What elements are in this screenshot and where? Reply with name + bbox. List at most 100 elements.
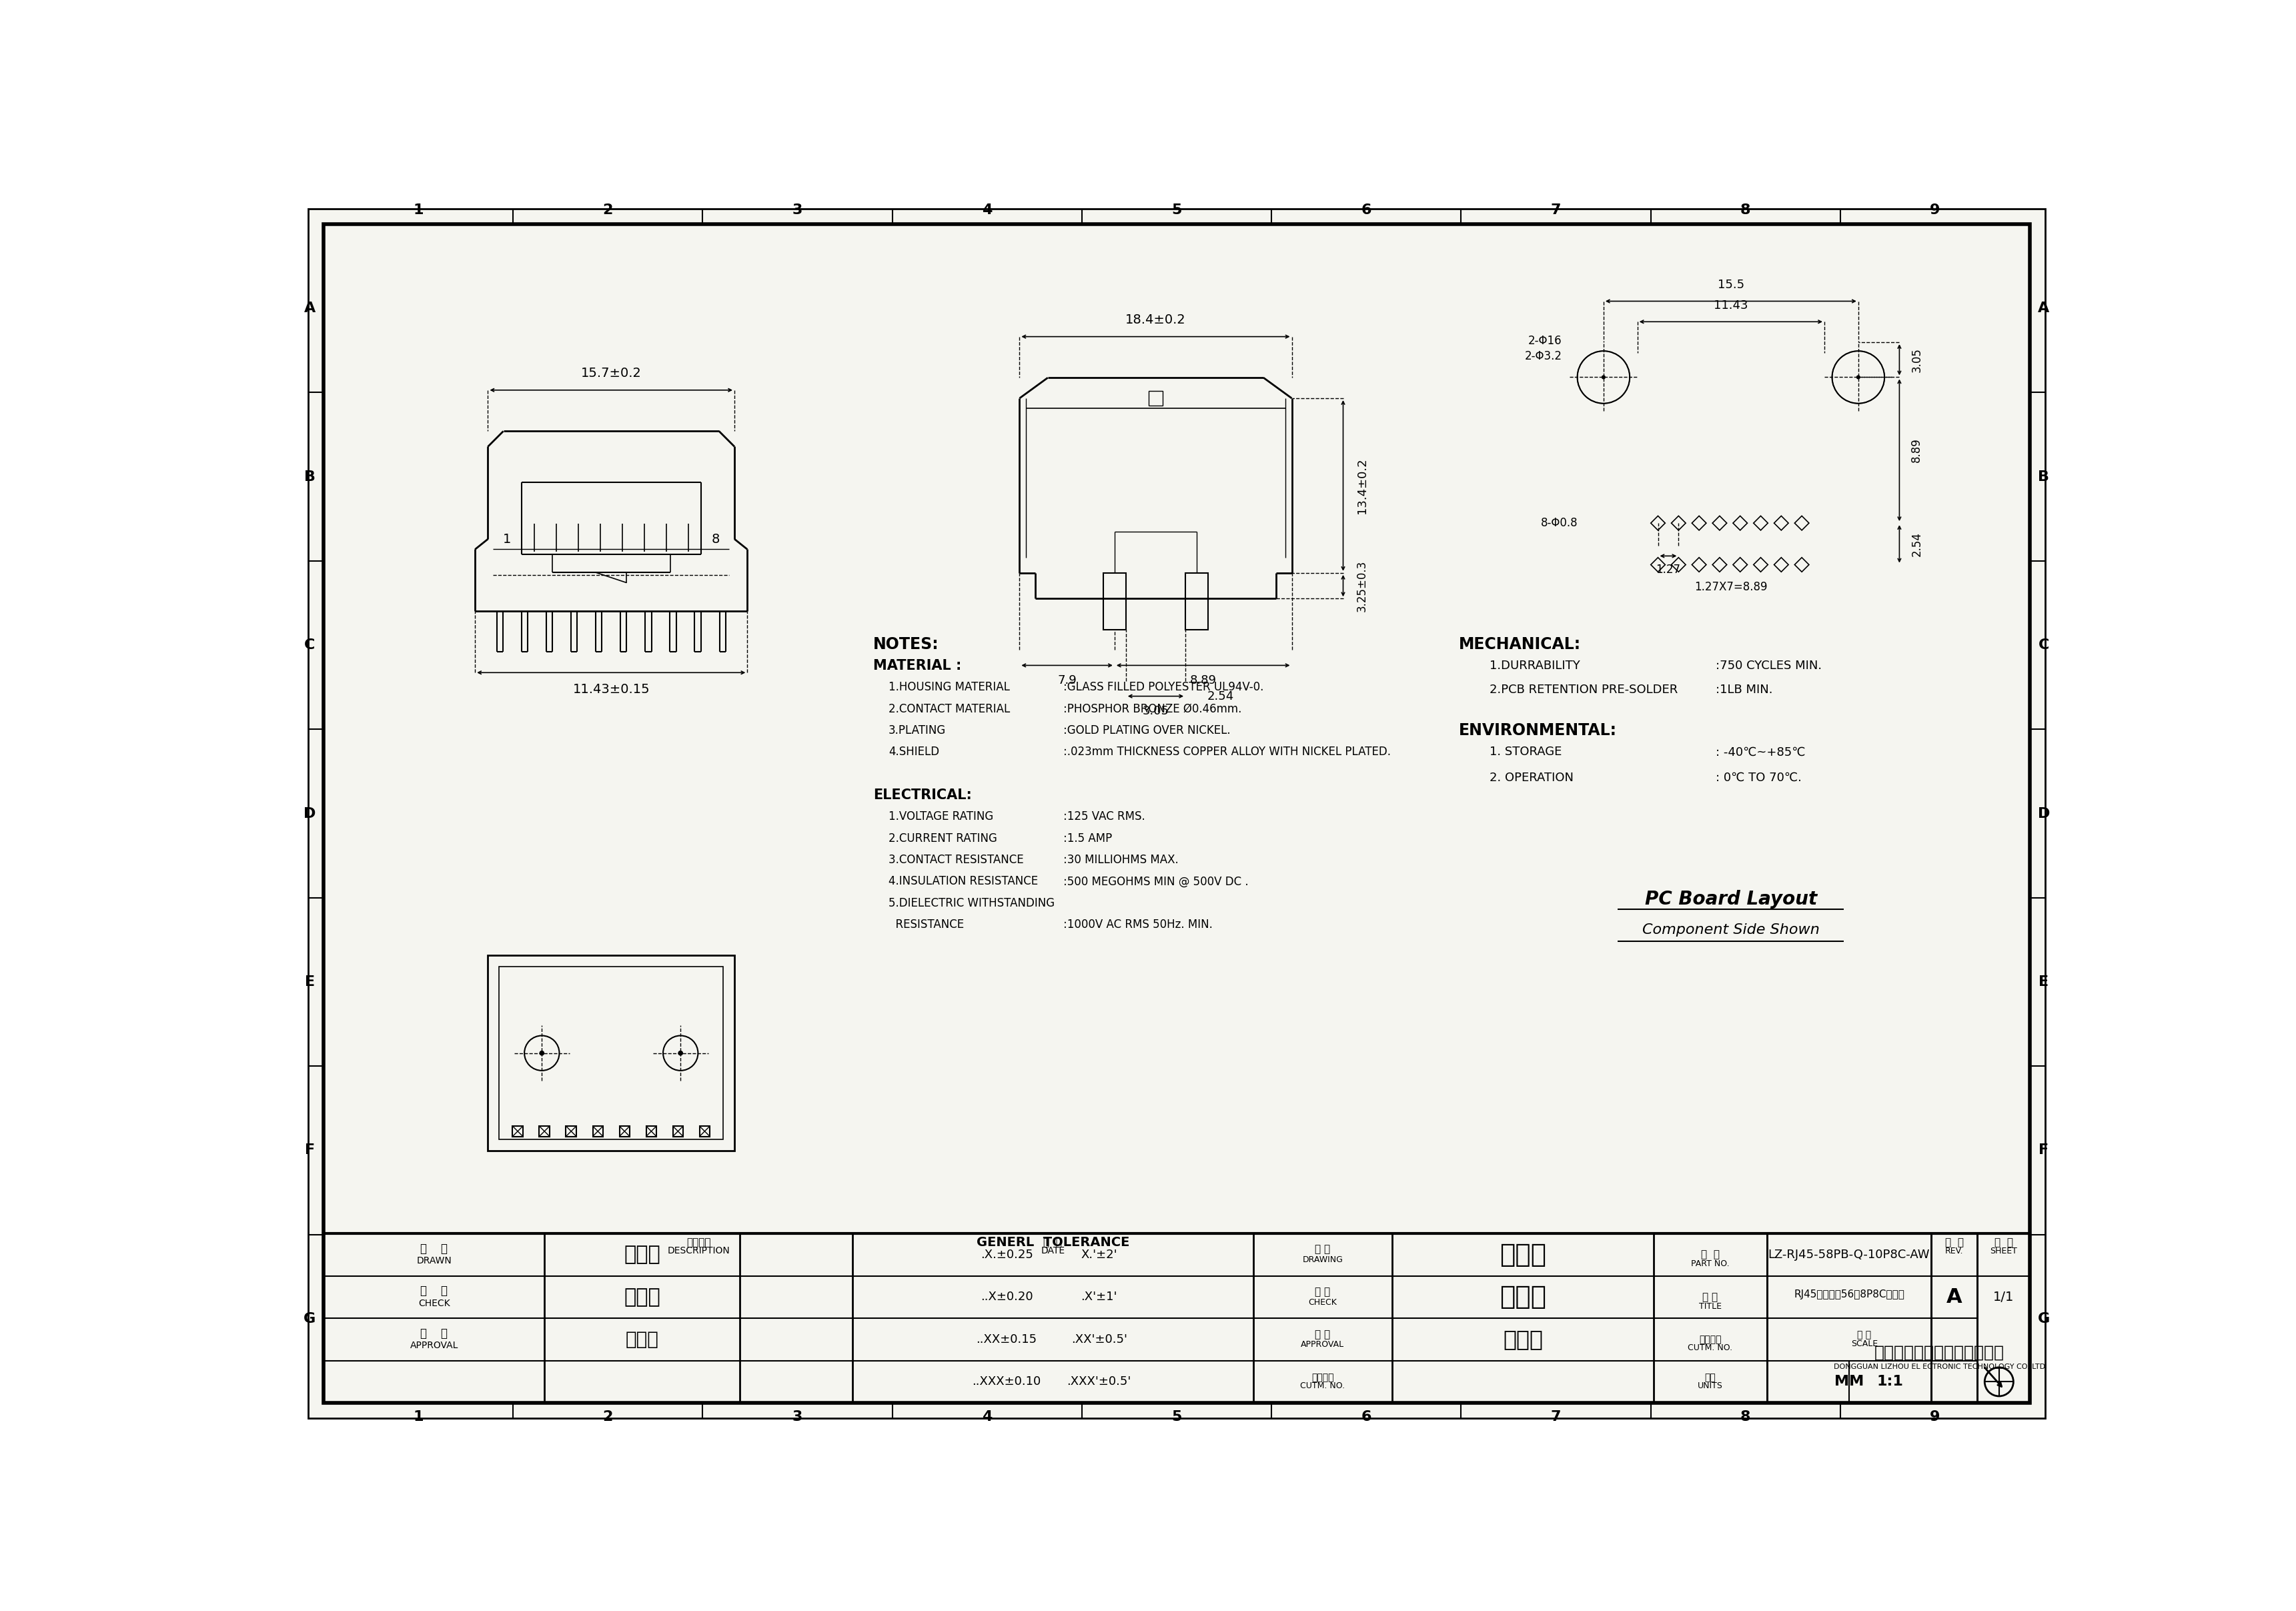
- Text: 6: 6: [1362, 203, 1371, 217]
- Text: MATERIAL :: MATERIAL :: [872, 659, 962, 672]
- Text: C: C: [2039, 638, 2048, 652]
- Text: X.'±2': X.'±2': [1081, 1249, 1118, 1261]
- Text: 15.7±0.2: 15.7±0.2: [581, 367, 641, 380]
- Text: 1. STORAGE: 1. STORAGE: [1490, 746, 1561, 759]
- Text: 变更内容: 变更内容: [687, 1237, 712, 1247]
- Text: :500 MEGOHMS MIN @ 500V DC .: :500 MEGOHMS MIN @ 500V DC .: [1063, 875, 1249, 888]
- Text: 4.INSULATION RESISTANCE: 4.INSULATION RESISTANCE: [889, 875, 1038, 888]
- Text: DRAWN: DRAWN: [416, 1257, 452, 1266]
- Text: 技 术: 技 术: [1332, 635, 1410, 691]
- Circle shape: [540, 1050, 544, 1055]
- Text: D: D: [2037, 807, 2050, 820]
- Text: 2.PCB RETENTION PRE-SOLDER: 2.PCB RETENTION PRE-SOLDER: [1490, 683, 1678, 696]
- Text: TITLE: TITLE: [1699, 1302, 1722, 1311]
- Text: :1.5 AMP: :1.5 AMP: [1063, 833, 1111, 844]
- Text: ..X±0.20: ..X±0.20: [980, 1290, 1033, 1303]
- Text: B: B: [303, 470, 315, 483]
- Text: 陈志强: 陈志强: [625, 1331, 659, 1348]
- Text: :PHOSPHOR BRONZE Ø0.46mm.: :PHOSPHOR BRONZE Ø0.46mm.: [1063, 702, 1242, 715]
- Text: 陈万财: 陈万财: [1499, 1242, 1545, 1268]
- Text: CHECK: CHECK: [418, 1298, 450, 1308]
- Text: APPROVAL: APPROVAL: [1302, 1340, 1343, 1348]
- Text: 1/1: 1/1: [1993, 1290, 2014, 1303]
- Bar: [540, 1126, 549, 1136]
- Text: 8-Φ0.8: 8-Φ0.8: [1541, 517, 1577, 528]
- Text: 8: 8: [712, 533, 719, 546]
- Text: 9: 9: [1931, 1410, 1940, 1424]
- Text: A: A: [2039, 301, 2050, 316]
- Text: D: D: [303, 807, 317, 820]
- Text: A: A: [303, 301, 315, 316]
- Text: :125 VAC RMS.: :125 VAC RMS.: [1063, 810, 1146, 823]
- Bar: [645, 1126, 657, 1136]
- Text: 1: 1: [413, 203, 422, 217]
- Text: ..XX±0.15: ..XX±0.15: [976, 1334, 1038, 1345]
- Bar: [673, 1126, 684, 1136]
- Bar: [498, 967, 723, 1139]
- Bar: [700, 1126, 709, 1136]
- Text: 6: 6: [1362, 1410, 1371, 1424]
- Text: 1.27: 1.27: [1655, 564, 1681, 575]
- Text: 2. OPERATION: 2. OPERATION: [1490, 772, 1573, 785]
- Text: 5: 5: [1171, 203, 1182, 217]
- Text: .XXX'±0.5': .XXX'±0.5': [1068, 1376, 1132, 1387]
- Circle shape: [1603, 375, 1605, 379]
- Text: 2: 2: [604, 203, 613, 217]
- Text: 2.CURRENT RATING: 2.CURRENT RATING: [889, 833, 996, 844]
- Text: 金成微: 金成微: [625, 1287, 661, 1307]
- Text: 9: 9: [1931, 203, 1940, 217]
- Text: 审    核: 审 核: [420, 1286, 448, 1297]
- Bar: [592, 1126, 604, 1136]
- Text: 8: 8: [1740, 1410, 1750, 1424]
- Text: 11.43: 11.43: [1713, 300, 1747, 311]
- Text: REV.: REV.: [1945, 1247, 1963, 1255]
- Bar: [1148, 391, 1162, 406]
- Text: E: E: [305, 975, 315, 989]
- Text: 审 核: 审 核: [1316, 1287, 1329, 1297]
- Text: CHECK: CHECK: [1309, 1298, 1336, 1307]
- Text: 18.4±0.2: 18.4±0.2: [1125, 314, 1187, 327]
- Text: 制    图: 制 图: [420, 1242, 448, 1255]
- Text: DATE: DATE: [1040, 1247, 1065, 1255]
- Text: 15.5: 15.5: [1717, 279, 1745, 292]
- Text: 3.PLATING: 3.PLATING: [889, 725, 946, 736]
- Text: 1: 1: [503, 533, 512, 546]
- Text: 比 例: 比 例: [1857, 1331, 1871, 1340]
- Text: 核 准: 核 准: [1316, 1329, 1329, 1339]
- Text: 料  号: 料 号: [1701, 1250, 1720, 1260]
- Text: :1000V AC RMS 50Hz. MIN.: :1000V AC RMS 50Hz. MIN.: [1063, 918, 1212, 931]
- Text: MM: MM: [1835, 1376, 1864, 1389]
- Bar: [1185, 574, 1208, 630]
- Text: 3.05: 3.05: [1910, 348, 1922, 372]
- Text: :1LB MIN.: :1LB MIN.: [1715, 683, 1773, 696]
- Text: ELECTRICAL:: ELECTRICAL:: [872, 788, 971, 802]
- Bar: [567, 1126, 576, 1136]
- Text: C: C: [305, 638, 315, 652]
- Text: 3.25±0.3: 3.25±0.3: [1357, 561, 1368, 612]
- Text: F: F: [2039, 1144, 2048, 1157]
- Text: ENVIRONMENTAL:: ENVIRONMENTAL:: [1458, 722, 1616, 738]
- Text: .X'±1': .X'±1': [1081, 1290, 1118, 1303]
- Text: 5.DIELECTRIC WITHSTANDING: 5.DIELECTRIC WITHSTANDING: [889, 897, 1054, 909]
- Text: 日  期: 日 期: [1045, 1237, 1063, 1247]
- Text: 8: 8: [1740, 203, 1750, 217]
- Text: .XX'±0.5': .XX'±0.5': [1072, 1334, 1127, 1345]
- Text: RJ45网络插座56款8P8C带屏蔽: RJ45网络插座56款8P8C带屏蔽: [1793, 1289, 1903, 1300]
- Text: E: E: [2039, 975, 2048, 989]
- Circle shape: [1855, 375, 1860, 379]
- Text: PC Board Layout: PC Board Layout: [1644, 889, 1816, 909]
- Text: 2.54: 2.54: [1910, 532, 1922, 556]
- Text: 8.89: 8.89: [1910, 438, 1922, 462]
- Text: 1.DURRABILITY: 1.DURRABILITY: [1490, 661, 1580, 672]
- Text: DONGGUAN LIZHOU EL ECTRONIC TECHNOLOGY CO.,LTD: DONGGUAN LIZHOU EL ECTRONIC TECHNOLOGY C…: [1835, 1363, 2046, 1369]
- Text: : 0℃ TO 70℃.: : 0℃ TO 70℃.: [1715, 772, 1802, 785]
- Text: .X.±0.25: .X.±0.25: [980, 1249, 1033, 1261]
- Text: 客户料号: 客户料号: [1699, 1336, 1722, 1344]
- Text: A: A: [1947, 1287, 1963, 1307]
- Text: :750 CYCLES MIN.: :750 CYCLES MIN.: [1715, 661, 1821, 672]
- Text: 8.89: 8.89: [1189, 675, 1217, 686]
- Text: 2.54: 2.54: [1208, 690, 1233, 702]
- Text: RESISTANCE: RESISTANCE: [889, 918, 964, 931]
- Text: 2.CONTACT MATERIAL: 2.CONTACT MATERIAL: [889, 702, 1010, 715]
- Text: 4.SHIELD: 4.SHIELD: [889, 746, 939, 759]
